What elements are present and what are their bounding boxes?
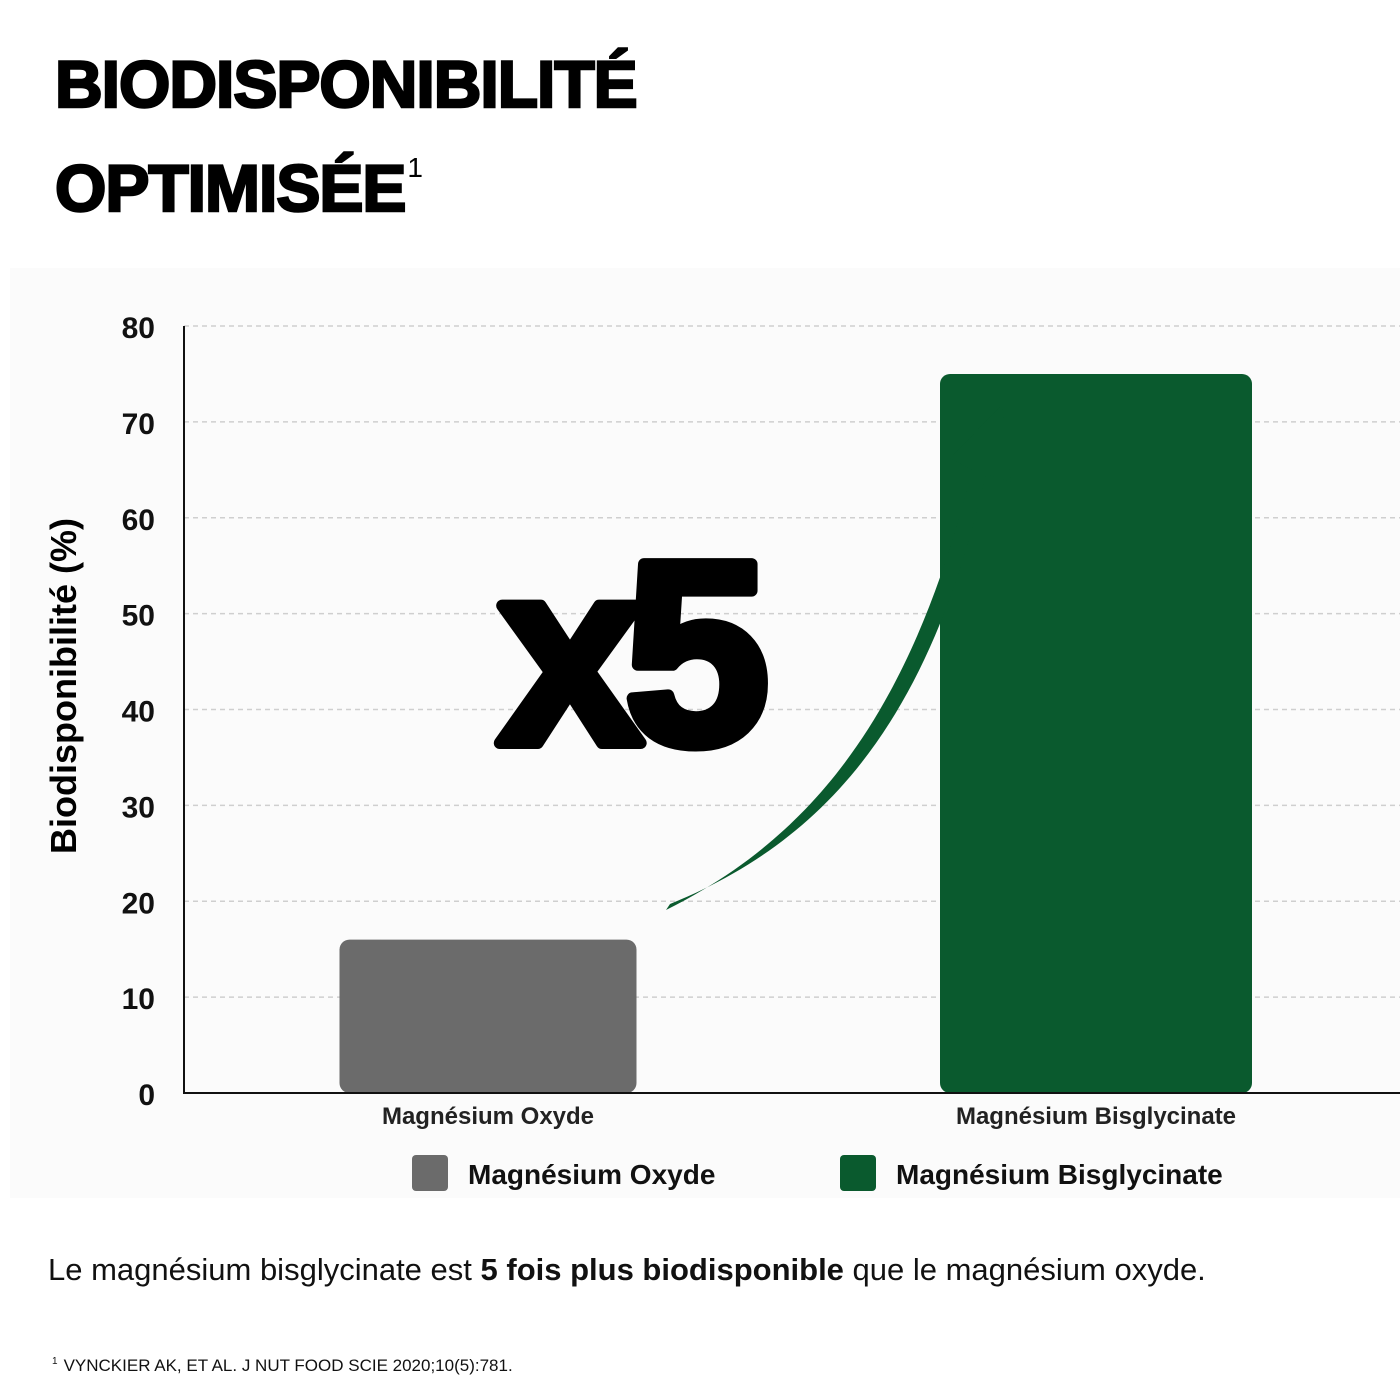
legend-label: Magnésium Bisglycinate (896, 1159, 1223, 1190)
y-tick-label: 80 (122, 312, 155, 345)
y-tick-label: 60 (122, 504, 155, 537)
y-tick-label: 70 (122, 408, 155, 441)
growth-arrow-icon (666, 405, 1011, 910)
footnote: 1 VYNCKIER AK, ET AL. J NUT FOOD SCIE 202… (52, 1356, 513, 1376)
y-tick-label: 10 (122, 983, 155, 1016)
title-line-1: BIODISPONIBILITÉ (54, 46, 639, 123)
caption-start: Le magnésium bisglycinate est (48, 1252, 481, 1287)
y-tick-label: 40 (122, 696, 155, 729)
grid-lines (184, 325, 1400, 998)
caption-emphasis: 5 fois plus biodisponible (480, 1252, 844, 1287)
title-footnote-marker: 1 (407, 152, 423, 183)
caption-end: que le magnésium oxyde. (843, 1252, 1206, 1287)
x-tick-labels: Magnésium Oxyde Magnésium Bisglycinate (382, 1103, 1236, 1130)
y-tick-labels: 0 10 20 30 40 50 60 70 80 (122, 312, 155, 1112)
legend: Magnésium Oxyde Magnésium Bisglycinate (412, 1155, 1223, 1191)
page-title: BIODISPONIBILITÉ OPTIMISÉE1 (54, 42, 639, 230)
y-tick-label: 0 (138, 1079, 155, 1112)
y-tick-label: 30 (122, 791, 155, 824)
x-tick-label: Magnésium Bisglycinate (956, 1103, 1236, 1130)
bar-1 (339, 939, 637, 1093)
legend-swatch (412, 1155, 448, 1191)
bar-chart: 0 10 20 30 40 50 60 70 80 Biodisponibilité (%) x… (43, 312, 1400, 1191)
caption: Le magnésium bisglycinate est 5 fois plu… (48, 1252, 1206, 1288)
x-tick-label: Magnésium Oxyde (382, 1103, 594, 1130)
legend-label: Magnésium Oxyde (468, 1159, 715, 1190)
legend-swatch (840, 1155, 876, 1191)
y-axis-label: Biodisponibilité (%) (43, 518, 84, 854)
footnote-marker: 1 (52, 1356, 58, 1368)
title-line-2: OPTIMISÉE (54, 150, 408, 227)
y-tick-label: 20 (122, 887, 155, 920)
bar-2 (940, 373, 1252, 1093)
footnote-text: VYNCKIER AK, ET AL. J NUT FOOD SCIE 2020… (63, 1356, 513, 1375)
y-tick-label: 50 (122, 600, 155, 633)
multiplier-annotation: x5 (498, 509, 763, 799)
chart-panel: 0 10 20 30 40 50 60 70 80 Biodisponibilité (%) x… (10, 268, 1400, 1198)
bars (339, 373, 1252, 1093)
